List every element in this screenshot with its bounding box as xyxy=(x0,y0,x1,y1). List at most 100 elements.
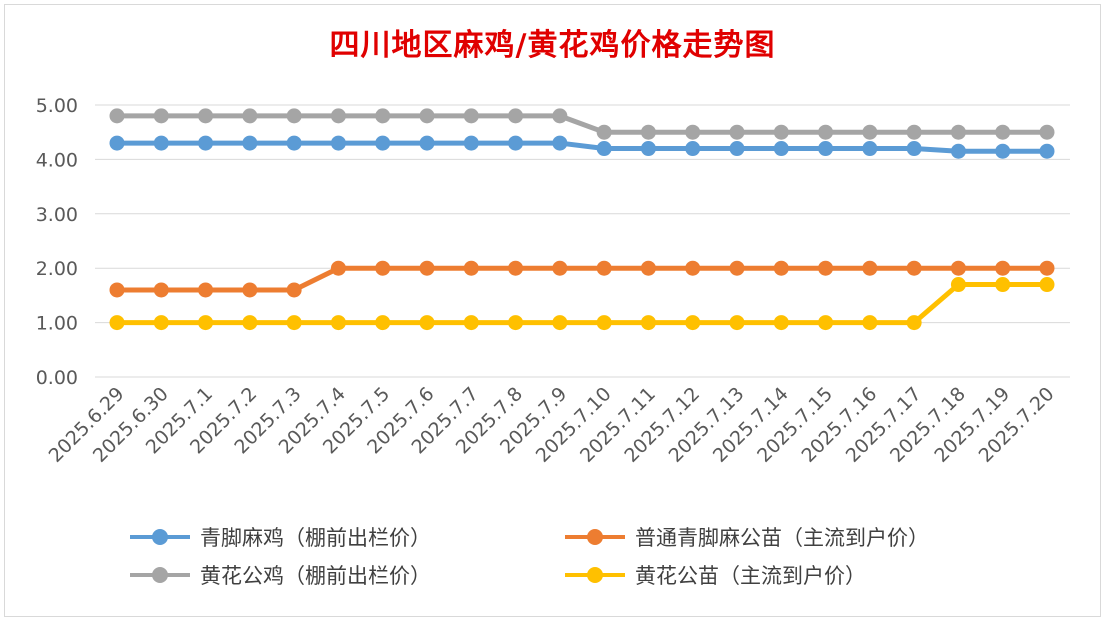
data-point xyxy=(109,282,125,298)
data-point xyxy=(862,141,878,157)
chart-frame xyxy=(4,4,1101,617)
data-point xyxy=(995,124,1011,140)
series-line xyxy=(117,282,1047,326)
data-point xyxy=(773,315,789,331)
data-point xyxy=(818,315,834,331)
data-point xyxy=(198,108,214,124)
series-line xyxy=(117,140,1047,154)
data-point xyxy=(552,108,568,124)
data-point xyxy=(818,141,834,157)
data-point xyxy=(773,260,789,276)
data-point xyxy=(153,108,169,124)
data-point xyxy=(419,260,435,276)
data-point xyxy=(242,315,258,331)
data-point xyxy=(995,277,1011,293)
data-point xyxy=(242,108,258,124)
data-point xyxy=(950,260,966,276)
data-point xyxy=(552,315,568,331)
data-point xyxy=(729,260,745,276)
data-point xyxy=(286,135,302,151)
data-point xyxy=(640,315,656,331)
data-point xyxy=(1039,260,1055,276)
data-point xyxy=(862,260,878,276)
data-point xyxy=(330,108,346,124)
data-point xyxy=(286,282,302,298)
data-point xyxy=(906,141,922,157)
data-point xyxy=(906,315,922,331)
data-point xyxy=(685,141,701,157)
data-point xyxy=(508,315,524,331)
data-point xyxy=(552,260,568,276)
data-point xyxy=(198,282,214,298)
data-point xyxy=(419,315,435,331)
y-tick-label: 5.00 xyxy=(36,95,78,117)
data-point xyxy=(508,260,524,276)
data-point xyxy=(906,124,922,140)
data-point xyxy=(596,315,612,331)
data-point xyxy=(508,108,524,124)
data-point xyxy=(330,315,346,331)
data-point xyxy=(419,108,435,124)
data-point xyxy=(375,260,391,276)
data-point xyxy=(109,108,125,124)
data-point xyxy=(242,282,258,298)
data-point xyxy=(640,124,656,140)
data-point xyxy=(1039,143,1055,159)
data-point xyxy=(1039,277,1055,293)
data-point xyxy=(153,135,169,151)
data-point xyxy=(596,141,612,157)
y-tick-label: 1.00 xyxy=(36,313,78,335)
data-point xyxy=(995,143,1011,159)
data-point xyxy=(950,143,966,159)
data-point xyxy=(818,124,834,140)
data-point xyxy=(596,124,612,140)
data-point xyxy=(109,135,125,151)
data-point xyxy=(463,108,479,124)
data-point xyxy=(596,260,612,276)
series xyxy=(109,277,1055,331)
data-point xyxy=(906,260,922,276)
data-point xyxy=(729,315,745,331)
data-point xyxy=(1039,124,1055,140)
data-point xyxy=(375,135,391,151)
data-point xyxy=(995,260,1011,276)
series xyxy=(109,135,1055,159)
y-axis-ticks: 0.00 1.00 2.00 3.00 4.00 5.00 xyxy=(36,95,78,389)
data-point xyxy=(773,141,789,157)
data-point xyxy=(330,260,346,276)
data-point xyxy=(198,135,214,151)
y-tick-label: 3.00 xyxy=(36,204,78,226)
data-point xyxy=(773,124,789,140)
data-point xyxy=(729,141,745,157)
data-point xyxy=(286,315,302,331)
data-point xyxy=(198,315,214,331)
data-point xyxy=(508,135,524,151)
data-point xyxy=(950,124,966,140)
data-point xyxy=(109,315,125,331)
y-tick-label: 4.00 xyxy=(36,149,78,171)
data-point xyxy=(463,315,479,331)
series-line xyxy=(117,265,1047,293)
data-point xyxy=(862,124,878,140)
data-point xyxy=(640,141,656,157)
data-point xyxy=(685,260,701,276)
series-line xyxy=(117,113,1047,135)
data-point xyxy=(463,260,479,276)
x-axis-ticks: 2025.6.292025.6.302025.7.12025.7.22025.7… xyxy=(45,383,1059,467)
data-point xyxy=(862,315,878,331)
data-point xyxy=(419,135,435,151)
data-point xyxy=(375,108,391,124)
data-point xyxy=(375,315,391,331)
series xyxy=(109,260,1055,298)
series xyxy=(109,108,1055,140)
data-point xyxy=(330,135,346,151)
data-point xyxy=(685,315,701,331)
data-point xyxy=(818,260,834,276)
data-point xyxy=(685,124,701,140)
data-point xyxy=(552,135,568,151)
series-lines xyxy=(109,108,1055,331)
y-tick-label: 0.00 xyxy=(36,367,78,389)
data-point xyxy=(463,135,479,151)
y-tick-label: 2.00 xyxy=(36,258,78,280)
